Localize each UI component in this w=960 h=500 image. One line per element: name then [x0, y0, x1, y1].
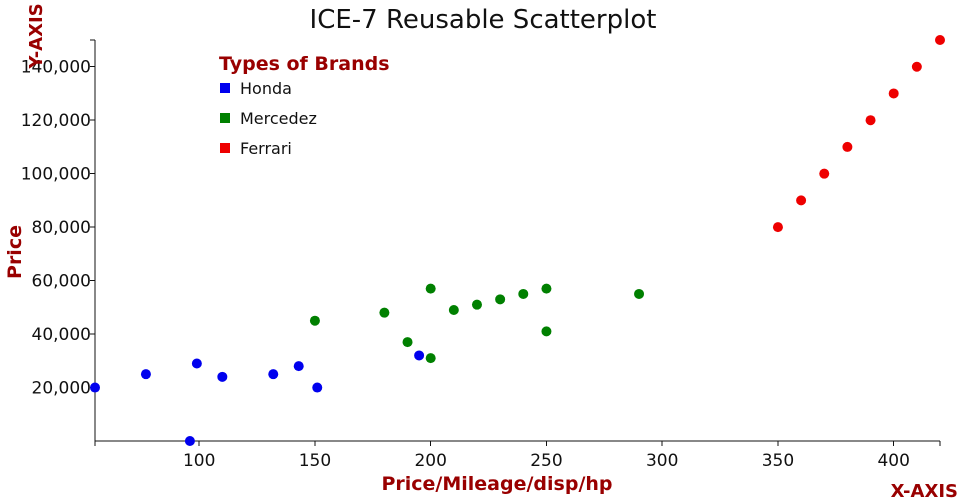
- data-points: [90, 35, 945, 446]
- data-point-honda: [268, 369, 279, 380]
- y-tick-label: 80,000: [32, 218, 91, 238]
- data-point-honda: [414, 350, 425, 361]
- data-point-honda: [293, 361, 304, 372]
- legend-items: Honda Mercedez Ferrari: [220, 79, 317, 158]
- y-tick-label: 60,000: [32, 272, 91, 292]
- y-axis-title: Price: [4, 225, 26, 279]
- data-point-ferrari: [865, 115, 876, 126]
- data-point-honda: [140, 369, 151, 380]
- data-point-mercedez: [541, 326, 552, 337]
- x-tick-label: 400: [877, 451, 909, 471]
- data-point-mercedez: [471, 299, 482, 310]
- y-tick-label: 40,000: [32, 325, 91, 345]
- y-axis: 20,000 40,000 60,000 80,000 100,000 120,000 14…: [21, 39, 96, 441]
- x-tick-label: 150: [299, 451, 331, 471]
- data-point-honda: [191, 358, 202, 369]
- data-point-mercedez: [541, 283, 552, 294]
- data-point-honda: [312, 382, 323, 393]
- legend-label-honda: Honda: [240, 79, 292, 98]
- legend: Types of Brands Honda Mercedez Ferrari: [219, 53, 390, 158]
- x-tick-label: 300: [646, 451, 678, 471]
- data-point-mercedez: [425, 353, 436, 364]
- data-point-honda: [184, 436, 195, 446]
- data-point-mercedez: [634, 288, 645, 299]
- data-point-honda: [217, 371, 228, 382]
- data-point-mercedez: [495, 294, 506, 305]
- x-tick-label: 250: [530, 451, 562, 471]
- x-axis: 100 150 200 250 300 350 400: [94, 440, 941, 471]
- legend-swatch-ferrari: [220, 143, 230, 153]
- data-point-mercedez: [402, 337, 413, 348]
- y-tick-label: 100,000: [21, 165, 91, 185]
- data-point-ferrari: [796, 195, 807, 206]
- data-point-ferrari: [842, 141, 853, 152]
- legend-label-ferrari: Ferrari: [240, 139, 292, 158]
- x-axis-corner-label: X-AXIS: [891, 481, 958, 500]
- data-point-ferrari: [772, 222, 783, 233]
- legend-swatch-honda: [220, 83, 230, 93]
- data-point-mercedez: [309, 315, 320, 326]
- data-point-mercedez: [379, 307, 390, 318]
- data-point-honda: [90, 382, 100, 393]
- data-point-ferrari: [888, 88, 899, 99]
- data-point-mercedez: [518, 288, 529, 299]
- chart-title: ICE-7 Reusable Scatterplot: [310, 5, 657, 35]
- legend-title: Types of Brands: [219, 53, 390, 75]
- y-tick-label: 140,000: [21, 58, 91, 78]
- legend-swatch-mercedez: [220, 113, 230, 123]
- x-tick-label: 100: [183, 451, 215, 471]
- y-tick-label: 120,000: [21, 111, 91, 131]
- x-tick-label: 200: [414, 451, 446, 471]
- y-tick-label: 20,000: [32, 379, 91, 399]
- data-point-ferrari: [911, 61, 922, 72]
- legend-label-mercedez: Mercedez: [240, 109, 317, 128]
- x-tick-label: 350: [762, 451, 794, 471]
- y-axis-corner-label: Y-AXIS: [26, 3, 47, 69]
- data-point-ferrari: [819, 168, 830, 179]
- x-axis-title: Price/Mileage/disp/hp: [381, 473, 612, 495]
- data-point-ferrari: [935, 35, 945, 45]
- data-point-mercedez: [425, 283, 436, 294]
- data-point-mercedez: [448, 305, 459, 316]
